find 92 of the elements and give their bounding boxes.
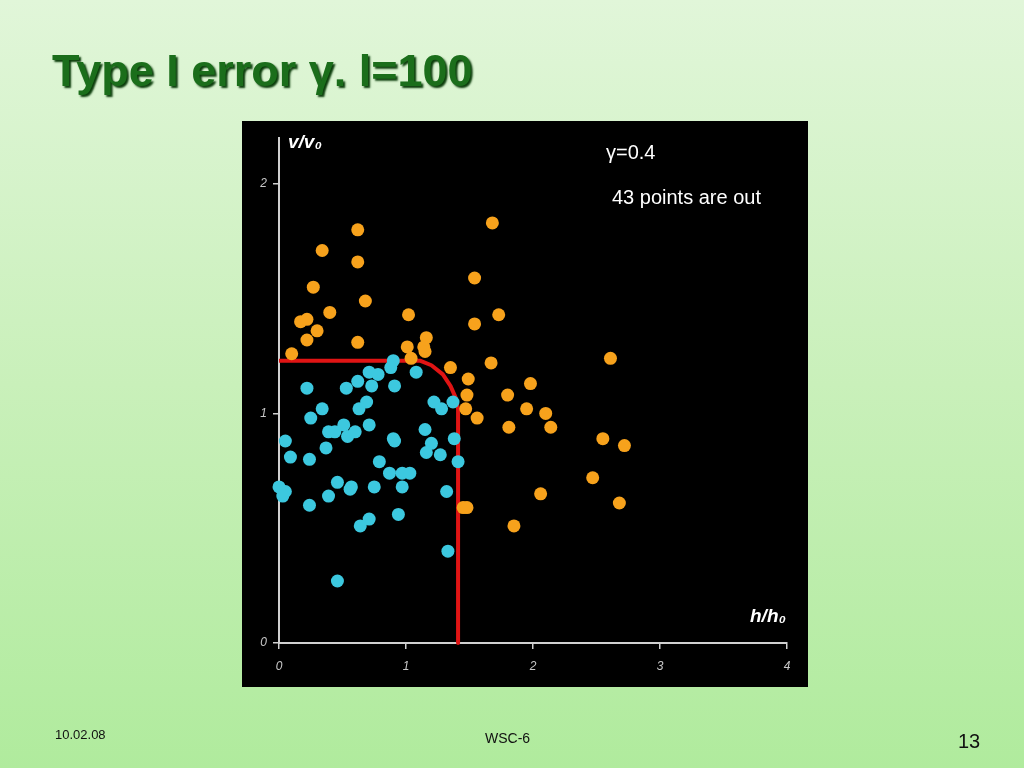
point [586, 471, 600, 485]
point [353, 519, 367, 533]
point [492, 308, 506, 322]
point [300, 381, 314, 395]
point [460, 388, 474, 402]
point [384, 361, 398, 375]
point [523, 377, 537, 391]
y-tick-label: 0 [260, 635, 268, 650]
point [603, 351, 617, 365]
x-tick-label: 0 [275, 658, 283, 673]
point [388, 379, 402, 393]
x-tick-label: 1 [402, 658, 410, 673]
point [322, 489, 336, 503]
y-tick-label: 2 [259, 176, 268, 191]
point [459, 402, 473, 416]
point [484, 356, 498, 370]
point [315, 402, 329, 416]
point [617, 439, 631, 453]
point [400, 340, 414, 354]
point [367, 480, 381, 494]
point [372, 455, 386, 469]
point [596, 432, 610, 446]
annotation: 43 points are out [612, 185, 761, 209]
point [285, 347, 299, 361]
point [418, 423, 432, 437]
point [348, 425, 362, 439]
point [443, 361, 457, 375]
x-tick-label: 3 [656, 658, 664, 673]
point [300, 333, 314, 347]
point [365, 379, 379, 393]
x-axis-title: h/h₀ [750, 605, 786, 627]
point [351, 374, 365, 388]
point [351, 223, 365, 237]
point [362, 512, 376, 526]
point [435, 402, 449, 416]
x-tick-label: 4 [783, 658, 791, 673]
point [404, 351, 418, 365]
point [391, 507, 405, 521]
point [352, 402, 366, 416]
text: 10.02.08 [55, 727, 106, 743]
point [502, 420, 516, 434]
point [447, 432, 461, 446]
point [315, 243, 329, 257]
point [278, 434, 292, 448]
point [382, 466, 396, 480]
point [485, 216, 499, 230]
point [440, 485, 454, 498]
chart-title: Type I error γ. l=100 [52, 44, 473, 98]
point [441, 544, 455, 558]
point [304, 411, 318, 425]
point [419, 445, 433, 459]
y-tick-label: 1 [260, 405, 267, 420]
point [468, 271, 482, 285]
point [351, 255, 365, 269]
point [612, 496, 626, 510]
point [470, 411, 484, 425]
text: WSC-6 [485, 730, 531, 747]
point [358, 294, 372, 308]
point [306, 280, 320, 294]
point [446, 395, 460, 409]
point [461, 372, 475, 386]
point [424, 436, 438, 450]
y-axis-title: v/v₀ [288, 131, 322, 153]
point [395, 480, 409, 494]
text: 13 [958, 729, 981, 753]
x-tick-label: 2 [528, 658, 537, 673]
point [433, 448, 447, 462]
point [402, 308, 416, 322]
point [501, 388, 515, 402]
point [300, 312, 314, 326]
point [520, 402, 534, 416]
point [362, 418, 376, 432]
point [351, 335, 365, 349]
point [319, 441, 333, 455]
point [283, 450, 297, 464]
point [302, 452, 316, 466]
point [451, 455, 465, 469]
point [371, 367, 385, 381]
point [468, 317, 482, 331]
point [330, 475, 344, 489]
point [544, 420, 558, 434]
point [539, 406, 553, 420]
annotation: γ=0.4 [606, 140, 656, 164]
point [507, 519, 521, 533]
point [310, 324, 324, 338]
point [302, 498, 316, 512]
point [339, 381, 353, 395]
point [534, 487, 548, 501]
point [337, 418, 351, 432]
point [330, 574, 344, 588]
point [323, 305, 337, 319]
point [409, 365, 423, 379]
